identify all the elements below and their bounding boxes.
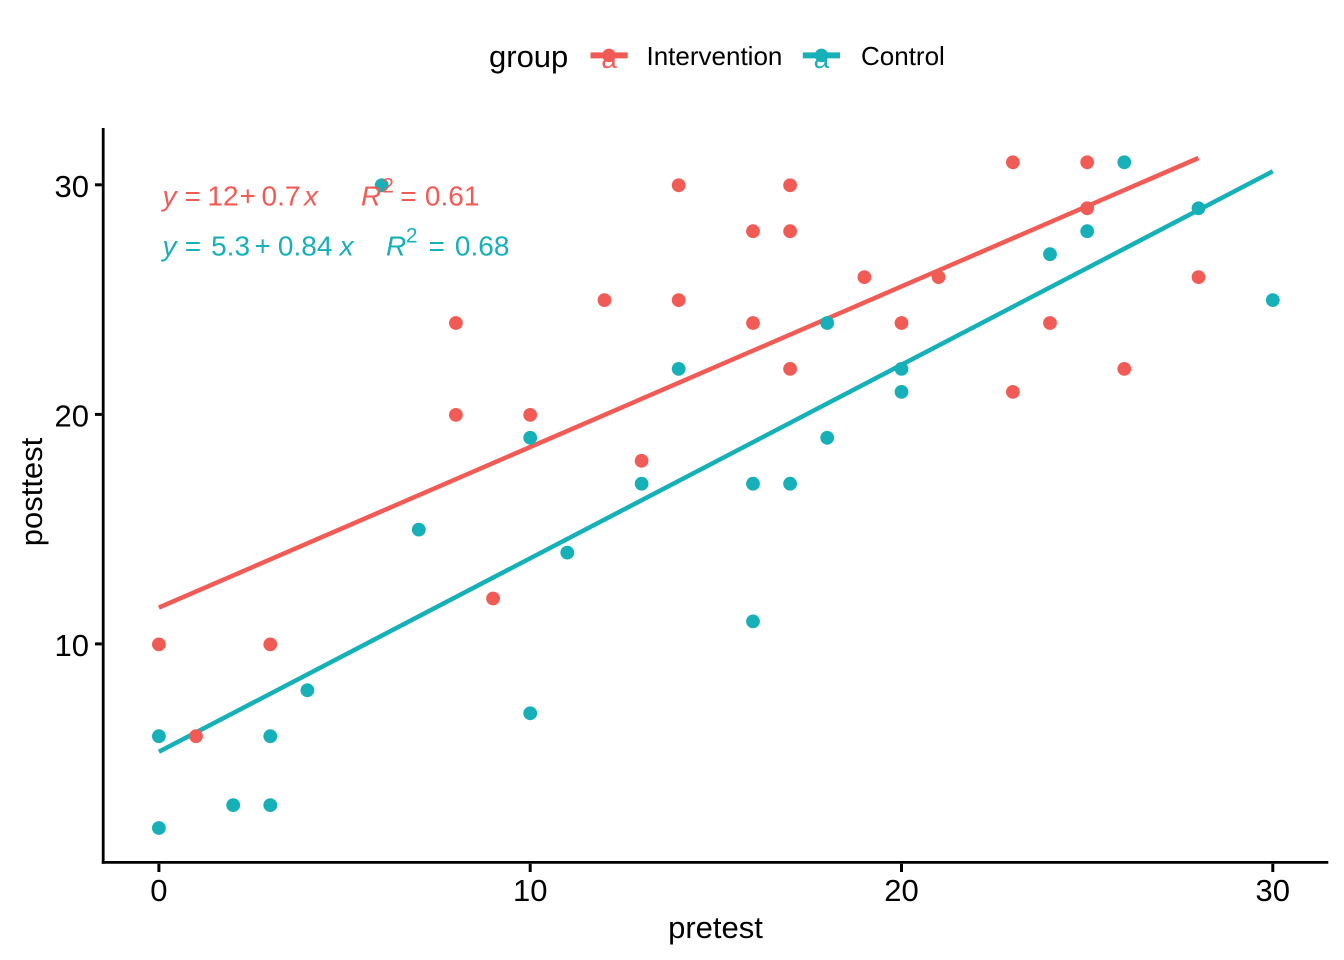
svg-text:=: =: [185, 231, 201, 262]
svg-text:20: 20: [884, 873, 918, 908]
svg-text:0: 0: [150, 873, 167, 908]
svg-text:12: 12: [207, 181, 238, 212]
svg-text:R: R: [386, 231, 406, 262]
svg-text:10: 10: [513, 873, 547, 908]
svg-text:posttest: posttest: [14, 437, 49, 546]
svg-text:2: 2: [382, 174, 394, 197]
svg-text:pretest: pretest: [668, 910, 763, 945]
svg-text:5.3: 5.3: [211, 231, 250, 262]
svg-text:=: =: [185, 181, 201, 212]
svg-text:10: 10: [55, 628, 89, 663]
svg-text:x: x: [302, 181, 319, 212]
svg-text:x: x: [338, 231, 355, 262]
svg-text:Control: Control: [861, 41, 945, 71]
svg-text:20: 20: [55, 398, 89, 433]
svg-text:group: group: [489, 39, 568, 74]
svg-text:+: +: [255, 231, 271, 262]
svg-text:0.68: 0.68: [455, 231, 510, 262]
svg-text:+: +: [240, 181, 256, 212]
svg-text:0.7: 0.7: [262, 181, 301, 212]
svg-text:0.84: 0.84: [278, 231, 333, 262]
svg-text:30: 30: [55, 169, 89, 204]
svg-text:y: y: [161, 181, 179, 212]
svg-text:R: R: [361, 181, 381, 212]
svg-text:y: y: [161, 231, 179, 262]
svg-text:=: =: [400, 181, 416, 212]
svg-text:=: =: [429, 231, 445, 262]
svg-text:30: 30: [1256, 873, 1290, 908]
svg-text:Intervention: Intervention: [647, 41, 783, 71]
svg-text:2: 2: [406, 225, 418, 248]
svg-text:0.61: 0.61: [425, 181, 480, 212]
